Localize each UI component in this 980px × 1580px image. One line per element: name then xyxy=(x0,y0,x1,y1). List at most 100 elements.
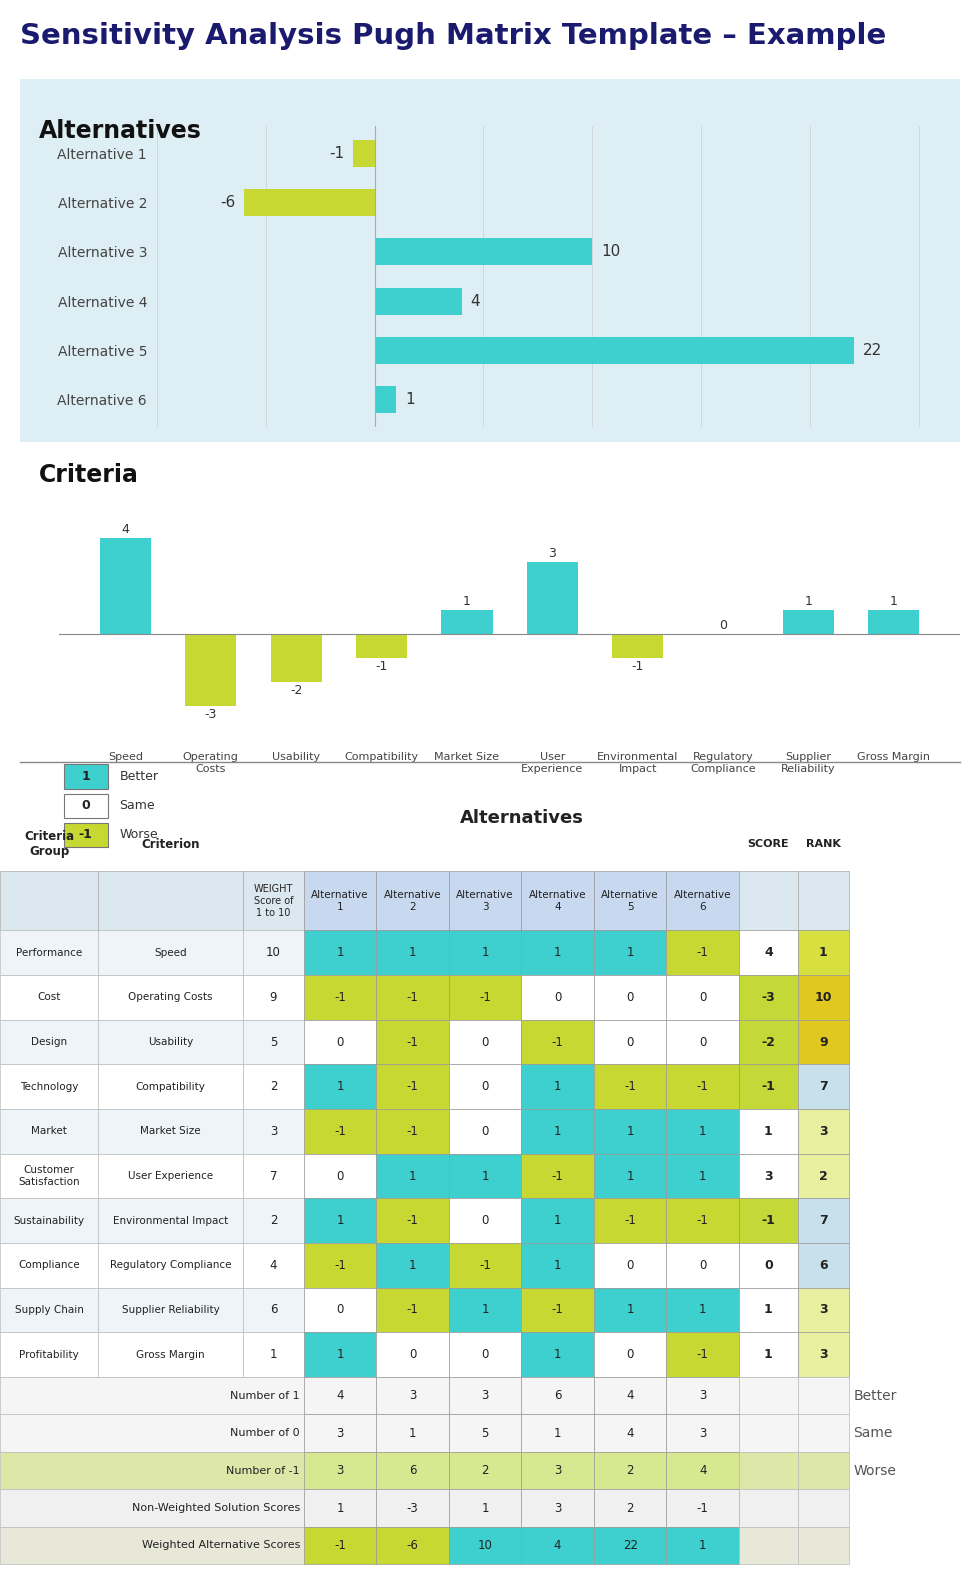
Bar xyxy=(98,1065,243,1109)
Bar xyxy=(521,1288,594,1332)
Bar xyxy=(376,1376,449,1414)
Text: Customer
Satisfaction: Customer Satisfaction xyxy=(19,1164,79,1187)
Text: -3: -3 xyxy=(407,1501,418,1515)
Bar xyxy=(666,1198,739,1243)
Bar xyxy=(0,1332,98,1376)
Bar xyxy=(594,1109,666,1153)
Text: -1: -1 xyxy=(329,145,344,161)
Bar xyxy=(0,931,98,975)
Bar xyxy=(449,1153,521,1198)
Text: 0: 0 xyxy=(626,1259,634,1272)
Text: 1: 1 xyxy=(409,1169,416,1182)
Bar xyxy=(521,1153,594,1198)
Bar xyxy=(449,1019,521,1065)
Text: 0: 0 xyxy=(481,1035,489,1049)
Text: 6: 6 xyxy=(409,1465,416,1477)
Text: Environmental Impact: Environmental Impact xyxy=(113,1215,228,1226)
Bar xyxy=(594,1065,666,1109)
Text: 1: 1 xyxy=(409,1427,416,1439)
Bar xyxy=(376,1065,449,1109)
Text: -1: -1 xyxy=(552,1035,563,1049)
Bar xyxy=(0,1376,304,1414)
Bar xyxy=(594,1288,666,1332)
Text: Weighted Alternative Scores: Weighted Alternative Scores xyxy=(141,1540,300,1550)
Bar xyxy=(449,1288,521,1332)
Bar xyxy=(304,1019,376,1065)
Bar xyxy=(666,931,739,975)
Bar xyxy=(666,1376,739,1414)
Text: -1: -1 xyxy=(479,991,491,1003)
Text: 3: 3 xyxy=(554,1501,562,1515)
Text: 3: 3 xyxy=(699,1427,707,1439)
Bar xyxy=(243,1243,304,1288)
Text: 1: 1 xyxy=(699,1304,707,1316)
Text: -2: -2 xyxy=(290,684,303,697)
Text: 3: 3 xyxy=(336,1465,344,1477)
Text: -1: -1 xyxy=(407,1213,418,1228)
Text: Usability: Usability xyxy=(148,1036,193,1048)
Bar xyxy=(666,1526,739,1564)
Bar xyxy=(666,1452,739,1490)
Bar xyxy=(0,872,98,931)
Text: Better: Better xyxy=(854,1389,897,1403)
Bar xyxy=(98,1288,243,1332)
Bar xyxy=(98,1332,243,1376)
Bar xyxy=(374,386,396,412)
Bar xyxy=(594,1198,666,1243)
Text: Criterion: Criterion xyxy=(141,837,200,850)
Text: Compatibility: Compatibility xyxy=(135,1082,206,1092)
Text: 4: 4 xyxy=(626,1389,634,1401)
Text: Criteria
Group: Criteria Group xyxy=(24,830,74,858)
Bar xyxy=(798,1332,849,1376)
Text: 1: 1 xyxy=(554,1213,562,1228)
Text: 0: 0 xyxy=(336,1035,344,1049)
Bar xyxy=(100,537,151,634)
Text: 1: 1 xyxy=(336,1081,344,1093)
Text: -1: -1 xyxy=(334,1259,346,1272)
Bar xyxy=(594,975,666,1019)
Bar xyxy=(304,1452,376,1490)
Text: 0: 0 xyxy=(626,991,634,1003)
Bar xyxy=(243,1109,304,1153)
Text: 1: 1 xyxy=(463,596,470,608)
Text: -1: -1 xyxy=(375,660,388,673)
Text: 0: 0 xyxy=(626,1348,634,1360)
Bar xyxy=(798,872,849,931)
Bar xyxy=(666,1332,739,1376)
Text: 1: 1 xyxy=(409,1259,416,1272)
Bar xyxy=(521,1065,594,1109)
Text: 2: 2 xyxy=(270,1213,277,1228)
Bar xyxy=(0,1198,98,1243)
Bar xyxy=(594,1019,666,1065)
Text: 0: 0 xyxy=(336,1304,344,1316)
Text: 4: 4 xyxy=(626,1427,634,1439)
Bar xyxy=(739,1332,798,1376)
Bar xyxy=(798,1414,849,1452)
Bar xyxy=(783,610,834,634)
Bar xyxy=(243,1332,304,1376)
Text: 7: 7 xyxy=(819,1081,827,1093)
Bar xyxy=(594,1490,666,1526)
Bar xyxy=(374,337,854,363)
Text: 1: 1 xyxy=(626,1125,634,1138)
Bar xyxy=(449,1065,521,1109)
Text: 1: 1 xyxy=(554,946,562,959)
Bar xyxy=(64,823,108,847)
Text: 1: 1 xyxy=(405,392,415,408)
Bar xyxy=(594,1526,666,1564)
Bar xyxy=(798,1243,849,1288)
Bar xyxy=(0,1288,98,1332)
Text: Alternative
2: Alternative 2 xyxy=(384,890,441,912)
Text: -1: -1 xyxy=(334,991,346,1003)
Bar xyxy=(449,1243,521,1288)
Text: Non-Weighted Solution Scores: Non-Weighted Solution Scores xyxy=(131,1503,300,1514)
Text: 2: 2 xyxy=(626,1501,634,1515)
Bar xyxy=(376,975,449,1019)
Text: Same: Same xyxy=(120,799,155,812)
Bar xyxy=(739,1490,798,1526)
Bar xyxy=(612,634,663,659)
Text: 0: 0 xyxy=(481,1125,489,1138)
Text: 6: 6 xyxy=(819,1259,827,1272)
Text: Number of 1: Number of 1 xyxy=(230,1390,300,1401)
Bar xyxy=(449,872,521,931)
